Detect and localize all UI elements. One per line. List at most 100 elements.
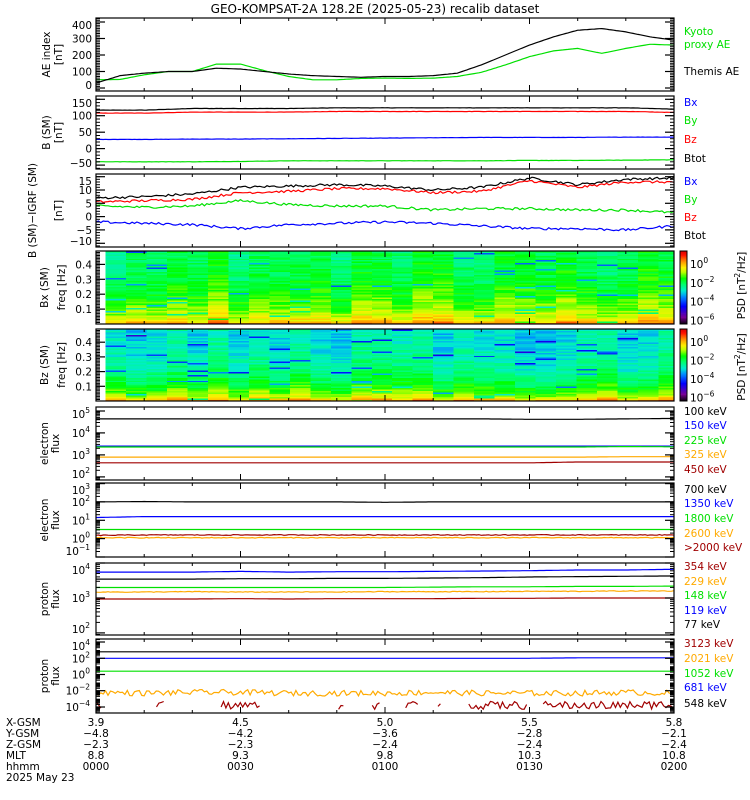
spectrogram-cell [576,280,598,283]
spectrogram-cell [515,359,536,362]
spectrogram-cell [474,398,495,400]
spectrogram-cell [269,371,291,374]
spectrogram-cell [535,373,557,375]
spectrogram-cell [515,271,536,274]
spectrogram-cell [208,316,229,319]
colorbar-segment [680,308,687,310]
spectrogram-cell [187,271,209,274]
spectrogram-cell [596,303,618,305]
spectrogram-cell [330,379,352,381]
spectrogram-cell [310,340,332,343]
spectrogram-cell [658,315,675,317]
spectrogram-cell [248,304,270,307]
spectrogram-cell [351,367,373,369]
spectrogram-cell [576,318,598,320]
spectrogram-cell [351,374,373,377]
spectrogram-cell [269,384,291,387]
spectrogram-cell [289,377,311,380]
spectrogram-cell [187,358,209,361]
spectrogram-cell [617,321,639,323]
spectrogram-cell [412,377,434,380]
spectrogram-cell [105,376,127,378]
spectrogram-cell [535,386,557,389]
spectrogram-cell [126,392,147,394]
spectrogram-cell [371,279,393,282]
spectrogram-cell [412,303,434,305]
spectrogram-cell [412,393,434,396]
spectrogram-cell [187,288,209,290]
spectrogram-cell [146,318,168,320]
spectrogram-cell [617,386,639,389]
spectrogram-cell [617,304,639,307]
spectrogram-cell [228,276,250,279]
spectrogram-cell [208,307,229,310]
spectrogram-cell [392,384,413,387]
spectrogram-cell [596,251,618,253]
colorbar-segment [680,396,687,398]
colorbar-segment [680,303,687,305]
spectrogram-cell [351,292,373,295]
spectrogram-cell [637,346,659,349]
spectrogram-cell [617,346,639,349]
spectrogram-cell [556,370,577,372]
spectrogram-cell [637,312,659,314]
spectrogram-cell [310,261,332,264]
spectrogram-cell [494,300,516,302]
spectrogram-cell [310,383,332,386]
spectrogram-cell [433,313,454,316]
spectrogram-cell [269,255,291,258]
spectrogram-cell [208,251,229,253]
spectrogram-cell [208,351,229,353]
spectrogram-cell [453,291,475,293]
spectrogram-cell [433,285,454,288]
spectrogram-cell [351,343,373,346]
spectrogram-cell [576,379,598,381]
spectrogram-cell [637,258,659,261]
spectrogram-cell [576,389,598,391]
spectrogram-cell [289,319,311,322]
spectrogram-cell [289,386,311,389]
x-axis-value: 5.5 [521,717,538,729]
spectrogram-cell [535,359,557,362]
spectrogram-cell [228,312,250,314]
spectrogram-cell [208,399,229,402]
colorbar-tick-label: 10−6 [690,389,715,404]
spectrogram-cell [596,318,618,320]
spectrogram-cell [105,354,127,356]
spectrogram-cell [371,310,393,313]
spectrogram-cell [556,254,577,256]
spectrogram-cell [392,277,413,280]
spectrogram-cell [576,387,598,390]
spectrogram-cell [351,262,373,265]
spectrogram-cell [637,322,659,325]
spectrogram-cell [208,359,229,362]
spectrogram-cell [637,267,659,270]
spectrogram-cell [433,279,454,282]
colorbar-segment [680,258,687,260]
spectrogram-cell [433,264,454,267]
spectrogram-cell [453,318,475,320]
spectrogram-cell [515,334,536,337]
spectrogram-cell [453,392,475,394]
spectrogram-cell [146,258,168,261]
spectrogram-cell [494,286,516,289]
spectrogram-cell [453,340,475,343]
spectrogram-cell [637,254,659,256]
spectrogram-cell [392,380,413,383]
spectrogram-cell [576,383,598,386]
spectrogram-cell [289,279,311,282]
spectrogram-cell [637,376,659,378]
spectrogram-cell [392,329,413,331]
legend-entry: Kyoto [684,26,713,38]
spectrogram-cell [126,379,147,381]
spectrogram-cell [126,321,147,323]
spectrogram-cell [146,286,168,289]
spectrogram-cell [535,355,557,358]
spectrogram-cell [105,286,127,289]
spectrogram-cell [515,383,536,386]
spectrogram-cell [433,262,454,265]
spectrogram-cell [617,289,639,292]
x-axis-value: 10.3 [518,750,541,762]
spectrogram-cell [494,271,516,274]
